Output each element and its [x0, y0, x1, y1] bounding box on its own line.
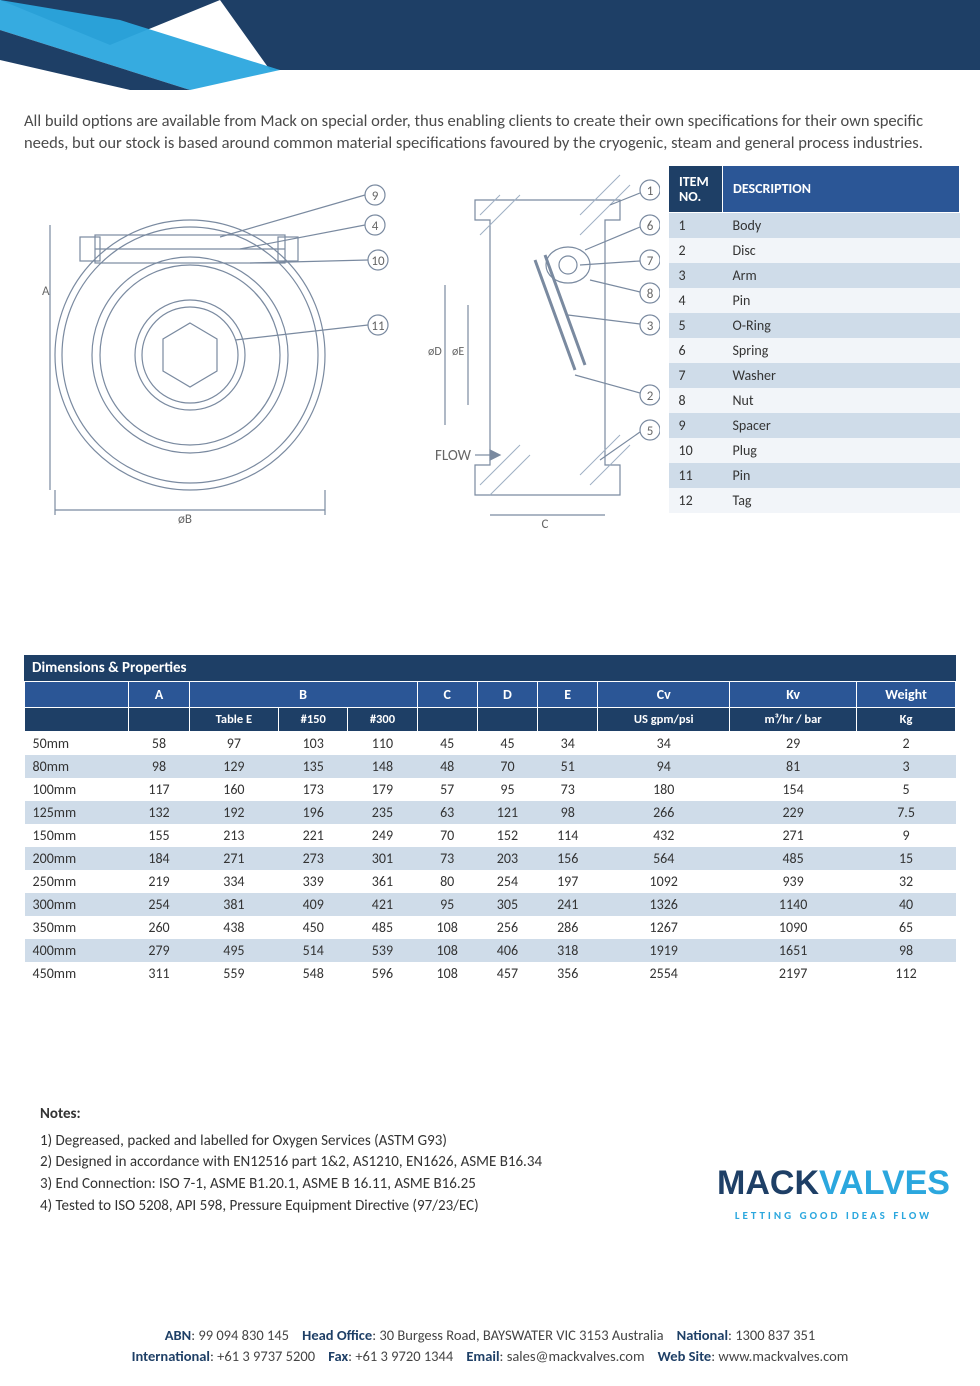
- svg-text:C: C: [542, 517, 549, 532]
- dim-row: 50mm589710311045453434292: [25, 731, 956, 755]
- svg-text:øD: øD: [428, 345, 442, 359]
- note-item: 1) Degreased, packed and labelled for Ox…: [40, 1131, 940, 1153]
- parts-row: 9Spacer: [669, 413, 960, 438]
- svg-text:1: 1: [647, 184, 654, 199]
- svg-text:A: A: [42, 284, 50, 299]
- parts-header-itemno: ITEM NO.: [669, 165, 723, 213]
- parts-row: 4Pin: [669, 288, 960, 313]
- dim-row: 150mm155213221249701521144322719: [25, 824, 956, 847]
- dim-row: 450mm31155954859610845735625542197112: [25, 962, 956, 985]
- svg-text:9: 9: [372, 189, 379, 204]
- logo-tagline: LETTING GOOD IDEAS FLOW: [717, 1209, 950, 1222]
- svg-text:10: 10: [371, 254, 385, 269]
- notes-title: Notes:: [40, 1105, 940, 1123]
- parts-header-desc: DESCRIPTION: [723, 165, 960, 213]
- parts-row: 12Tag: [669, 488, 960, 513]
- dim-row: 125mm13219219623563121982662297.5: [25, 801, 956, 824]
- footer: ABN: 99 094 830 145 Head Office: 30 Burg…: [0, 1325, 980, 1369]
- svg-text:3: 3: [647, 319, 654, 334]
- svg-text:11: 11: [371, 319, 384, 334]
- svg-text:5: 5: [647, 424, 654, 439]
- dimensions-title: Dimensions & Properties: [24, 655, 956, 681]
- svg-text:FLOW: FLOW: [435, 447, 472, 465]
- dim-row: 200mm1842712733017320315656448515: [25, 847, 956, 870]
- svg-text:øB: øB: [178, 512, 192, 527]
- parts-row: 2Disc: [669, 238, 960, 263]
- svg-text:øE: øE: [452, 345, 464, 359]
- technical-diagram: 9 4 10 11 A øB: [20, 165, 660, 535]
- parts-row: 11Pin: [669, 463, 960, 488]
- parts-row: 1Body: [669, 213, 960, 239]
- svg-text:7: 7: [647, 254, 654, 269]
- intro-paragraph: All build options are available from Mac…: [0, 90, 980, 165]
- dim-row: 80mm9812913514848705194813: [25, 755, 956, 778]
- dim-row: 350mm2604384504851082562861267109065: [25, 916, 956, 939]
- dimensions-table: ABCDECvKvWeight Table E#150#300US gpm/ps…: [24, 681, 956, 985]
- parts-list-table: ITEM NO. DESCRIPTION 1Body2Disc3Arm4Pin5…: [668, 165, 960, 514]
- dim-row: 100mm1171601731795795731801545: [25, 778, 956, 801]
- header-band: [0, 0, 980, 90]
- dim-row: 400mm2794955145391084063181919165198: [25, 939, 956, 962]
- parts-row: 10Plug: [669, 438, 960, 463]
- dim-row: 300mm254381409421953052411326114040: [25, 893, 956, 916]
- dim-row: 250mm21933433936180254197109293932: [25, 870, 956, 893]
- parts-row: 6Spring: [669, 338, 960, 363]
- logo-text-mack: MACK: [717, 1164, 819, 1202]
- svg-text:4: 4: [372, 219, 379, 234]
- svg-text:6: 6: [647, 219, 654, 234]
- parts-row: 7Washer: [669, 363, 960, 388]
- brand-logo: MACKVALVES LETTING GOOD IDEAS FLOW: [717, 1164, 950, 1222]
- parts-row: 8Nut: [669, 388, 960, 413]
- logo-text-valves: VALVES: [819, 1164, 950, 1202]
- parts-row: 5O-Ring: [669, 313, 960, 338]
- svg-text:8: 8: [647, 287, 654, 302]
- svg-text:2: 2: [647, 389, 654, 404]
- parts-row: 3Arm: [669, 263, 960, 288]
